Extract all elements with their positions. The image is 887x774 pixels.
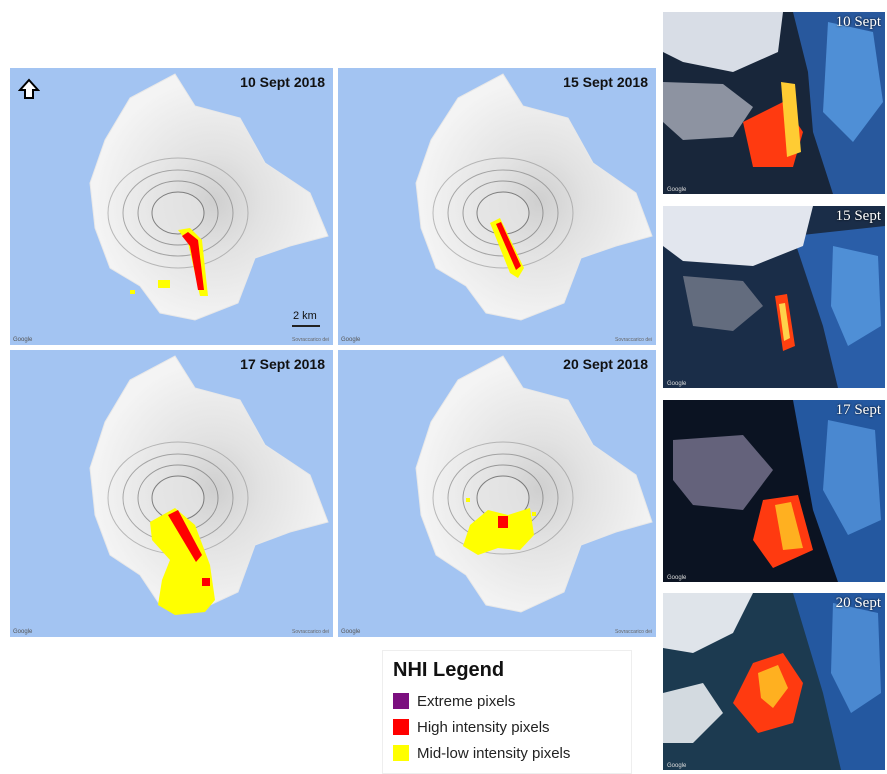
scale-label: 2 km [293,310,317,322]
legend-label: Mid-low intensity pixels [417,744,571,762]
satellite-image-3: 17 Sept Google [663,400,885,582]
satellite-date-label: 17 Sept [835,402,881,418]
satellite-date-label: 15 Sept [835,208,881,224]
map-panel-3: 17 Sept 2018 Google Sovraccarico dei [10,350,333,637]
google-attribution: Google [667,575,687,581]
island-map-2 [415,73,653,321]
satellite-date-label: 10 Sept [835,14,881,30]
map-attribution: Sovraccarico dei [615,629,652,635]
legend-swatch [393,719,409,735]
map-date-label: 17 Sept 2018 [240,356,325,372]
google-attribution: Google [341,337,361,343]
satellite-image-1: 10 Sept Google [663,12,885,194]
google-attribution: Google [13,629,33,635]
legend-swatch [393,745,409,761]
legend-label: Extreme pixels [417,692,516,710]
map-date-label: 10 Sept 2018 [240,74,325,90]
map-panel-4: 20 Sept 2018 Google Sovraccarico dei [338,350,656,637]
high-intensity-pixels [182,232,204,290]
google-attribution: Google [667,763,687,769]
island-map-4 [415,355,653,613]
legend-title: NHI Legend [393,659,505,681]
island-map-3 [89,355,329,615]
nhi-legend: NHI Legend Extreme pixels High intensity… [382,650,632,774]
google-attribution: Google [341,629,361,635]
google-attribution: Google [667,381,687,387]
map-date-label: 15 Sept 2018 [563,74,648,90]
island-map-1 [89,73,329,321]
legend-item-midlow: Mid-low intensity pixels [393,743,570,763]
map-attribution: Sovraccarico dei [292,337,329,343]
satellite-image-2: 15 Sept Google [663,206,885,388]
google-attribution: Google [667,187,687,193]
map-date-label: 20 Sept 2018 [563,356,648,372]
scale-bar [292,325,320,327]
satellite-date-label: 20 Sept [835,595,881,611]
legend-item-high: High intensity pixels [393,717,550,737]
google-attribution: Google [13,337,33,343]
legend-item-extreme: Extreme pixels [393,691,515,711]
map-attribution: Sovraccarico dei [292,629,329,635]
legend-label: High intensity pixels [417,718,550,736]
map-panel-2: 15 Sept 2018 Google Sovraccarico dei [338,68,656,345]
legend-swatch [393,693,409,709]
satellite-image-4: 20 Sept Google [663,593,885,770]
map-attribution: Sovraccarico dei [615,337,652,343]
map-panel-1: 10 Sept 2018 2 km Google Sovraccarico de… [10,68,333,345]
